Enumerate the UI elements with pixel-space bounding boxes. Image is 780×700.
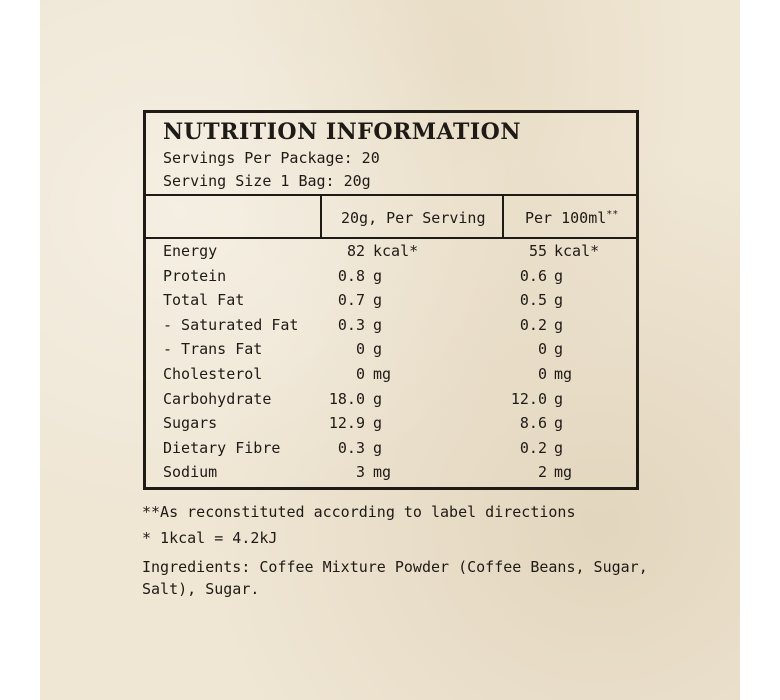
per-100ml-unit: g — [554, 315, 564, 334]
nutrient-row: Carbohydrate 18.0 g 12.0 g — [146, 390, 636, 415]
nutrient-label: Cholesterol — [163, 364, 263, 383]
per-serving-value: 0.7 — [337, 291, 365, 310]
per-serving-unit: mg — [373, 364, 392, 383]
nutrient-row: Sugars 12.9 g 8.6 g — [146, 414, 636, 439]
per-serving-value: 82 — [346, 242, 365, 260]
nutrient-row: Dietary Fibre 0.3 g 0.2 g — [146, 439, 636, 464]
per-100ml-value: 0.2 — [519, 438, 547, 457]
column-divider-1 — [320, 195, 322, 239]
nutrient-row: Sodium 3 mg 2 mg — [146, 463, 636, 488]
header-divider — [146, 194, 636, 196]
per-100ml-value: 0.2 — [519, 315, 547, 334]
per-100ml-unit: mg — [554, 463, 573, 482]
per-serving-unit: g — [373, 389, 383, 408]
per-serving-unit: g — [373, 340, 383, 359]
per-serving-value: 12.9 — [328, 414, 365, 433]
nutrient-label: Carbohydrate — [163, 389, 272, 408]
per-100ml-value: 0 — [537, 364, 547, 383]
per-serving-value: 18.0 — [328, 389, 365, 408]
nutrient-label: - Trans Fat — [163, 340, 263, 359]
per-serving-unit: g — [373, 315, 383, 334]
column-header-per-serving: 20g, Per Serving — [341, 209, 486, 227]
nutrient-label: Dietary Fibre — [163, 438, 281, 457]
per-serving-unit: g — [373, 266, 383, 285]
nutrient-label: Sugars — [163, 414, 218, 433]
per-100ml-value: 55 — [528, 242, 547, 260]
per-100ml-unit: g — [554, 266, 564, 285]
column-header-divider — [146, 237, 636, 239]
nutrient-rows: Energy 82 kcal* 55 kcal* Protein 0.8 g 0.6 g Total… — [146, 242, 636, 488]
per-100ml-label: Per 100ml — [525, 209, 607, 227]
nutrient-row: Total Fat 0.7 g 0.5 g — [146, 291, 636, 316]
column-divider-2 — [502, 195, 504, 239]
per-100ml-value: 2 — [537, 463, 547, 482]
per-100ml-mark: ** — [606, 209, 619, 220]
label-background — [40, 0, 740, 700]
per-serving-unit: mg — [373, 463, 392, 482]
per-serving-unit: g — [373, 438, 383, 457]
per-100ml-unit: kcal* — [554, 242, 600, 260]
per-serving-value: 0.3 — [337, 438, 365, 457]
column-header-per-100ml: Per 100ml** — [525, 209, 618, 227]
per-serving-value: 0.3 — [337, 315, 365, 334]
per-100ml-unit: mg — [554, 364, 573, 383]
servings-per-package: Servings Per Package: 20 — [163, 149, 380, 167]
ingredients-line-1: Ingredients: Coffee Mixture Powder (Coff… — [142, 558, 648, 576]
per-serving-unit: g — [373, 291, 383, 310]
per-100ml-unit: g — [554, 414, 564, 433]
per-100ml-unit: g — [554, 340, 564, 359]
per-100ml-value: 12.0 — [510, 389, 547, 408]
per-100ml-value: 0.6 — [519, 266, 547, 285]
per-100ml-unit: g — [554, 291, 564, 310]
nutrition-panel: NUTRITION INFORMATION Servings Per Packa… — [143, 110, 639, 490]
nutrient-row: Protein 0.8 g 0.6 g — [146, 267, 636, 292]
footnote-kcal: * 1kcal = 4.2kJ — [142, 529, 278, 547]
nutrient-label: - Saturated Fat — [163, 315, 299, 334]
per-100ml-unit: g — [554, 389, 564, 408]
nutrient-row: - Trans Fat 0 g 0 g — [146, 340, 636, 365]
per-100ml-value: 8.6 — [519, 414, 547, 433]
per-serving-value: 3 — [355, 463, 365, 482]
nutrient-row: Cholesterol 0 mg 0 mg — [146, 365, 636, 390]
per-serving-value: 0 — [355, 340, 365, 359]
panel-title: NUTRITION INFORMATION — [163, 119, 521, 145]
ingredients-line-2: Salt), Sugar. — [142, 580, 260, 598]
per-serving-unit: kcal* — [373, 242, 419, 260]
nutrient-label: Protein — [163, 266, 227, 285]
per-100ml-unit: g — [554, 438, 564, 457]
per-serving-value: 0.8 — [337, 266, 365, 285]
per-serving-value: 0 — [355, 364, 365, 383]
footnote-reconstituted: **As reconstituted according to label di… — [142, 503, 576, 521]
nutrient-row: Energy 82 kcal* 55 kcal* — [146, 242, 636, 267]
per-serving-unit: g — [373, 414, 383, 433]
nutrient-label: Total Fat — [163, 291, 245, 310]
nutrient-row: - Saturated Fat 0.3 g 0.2 g — [146, 316, 636, 341]
serving-size: Serving Size 1 Bag: 20g — [163, 172, 371, 190]
per-100ml-value: 0.5 — [519, 291, 547, 310]
nutrient-label: Sodium — [163, 463, 218, 482]
nutrient-label: Energy — [163, 242, 218, 260]
per-100ml-value: 0 — [537, 340, 547, 359]
